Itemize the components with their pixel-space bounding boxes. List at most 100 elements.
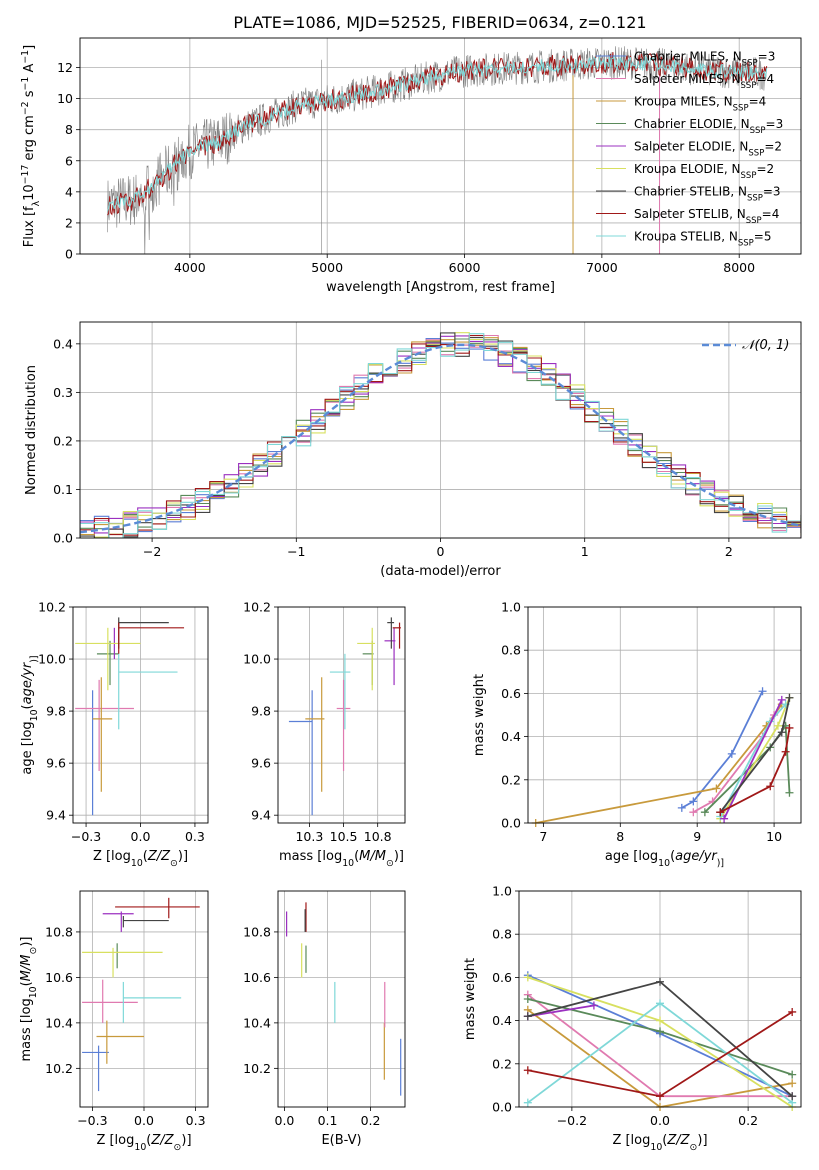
tick-label-x: 5000 [311,260,343,275]
tick-label-y: 0 [65,247,73,262]
x-axis-label-part: wavelength [Angstrom, rest frame] [326,280,555,295]
weight-marker [523,1012,532,1021]
tick-label-y: 9.8 [46,704,66,719]
tick-label-y: 2 [65,215,73,230]
legend-label: Chabrier ELODIE, NSSP=3 [634,117,783,136]
legend-label: Kroupa STELIB, NSSP=5 [634,230,772,249]
legend-name: Kroupa STELIB, N [634,230,738,244]
y-axis-label: age [log10(age/yr)] [20,655,40,774]
tick-label-x: −0.3 [77,1113,107,1128]
weight-series [723,699,783,820]
x-axis-label-part: ⊙ [174,1142,182,1153]
x-axis-label-part: M/M [359,849,386,864]
x-axis-label-part: Z/Z [150,1133,174,1148]
x-axis-label-part: ( [662,1133,667,1148]
legend-n: =2 [764,140,782,154]
x-axis-label-part: 10 [342,858,354,869]
legend-label: Salpeter ELODIE, NSSP=2 [634,140,782,159]
tick-label-y: 10.2 [38,600,66,615]
tick-label-y: 10.2 [243,600,271,615]
x-axis-label: age [log10(age/yr)] [605,849,724,869]
panel-weight-vs-Z: −0.2 0.0 0.2 0.0 0.2 0.4 0.6 0.8 1.0 Z [log10(Z/Z… [463,884,802,1153]
legend-label: 𝒩(0, 1) [742,338,789,353]
legend-sub: SSP [741,171,757,181]
x-axis-label-part: Z/Z [666,1133,690,1148]
y-axis-label-part: ( [19,981,34,986]
tick-label-y: 0.8 [492,927,512,942]
weight-marker [773,721,782,730]
model-spectrum [107,54,768,212]
legend-label: Salpeter MILES, NSSP=4 [634,72,774,91]
tick-label-y: 10.2 [45,1061,73,1076]
weight-series [535,703,783,823]
legend-sub: SSP [746,216,762,226]
tick-label-y: 10 [57,91,73,106]
tick-label-y: 9.4 [46,808,66,823]
tick-label-x: −0.2 [557,1113,587,1128]
tick-label-y: 0.4 [53,336,73,351]
weight-marker [766,782,775,791]
y-axis-label-part: 10 [22,184,37,201]
tick-label-x: 0.2 [361,1113,381,1128]
legend-name: Salpeter MILES, N [634,72,741,86]
legend-n: =4 [749,95,767,109]
tick-label-y: 0.4 [501,729,521,744]
weight-marker [656,977,664,986]
tick-label-x: −0.3 [71,829,101,844]
x-axis-label-part: ( [143,849,148,864]
axes-frame [79,890,209,1108]
weight-marker [689,797,698,806]
tick-label-x: 0.2 [738,1113,758,1128]
x-axis-label-part: ⊙ [690,1142,698,1153]
x-axis-label-part: ( [670,849,675,864]
y-axis-label-part: M/M [19,955,34,982]
x-axis-label-part: )] [697,1133,707,1148]
legend-name: Kroupa MILES, N [634,95,733,109]
tick-label-y: 0.3 [53,385,73,400]
x-axis-label-part: age/yr [675,849,718,864]
tick-label-y: 10.8 [243,924,271,939]
weight-marker [788,1070,797,1079]
tick-label-x: 7000 [586,260,618,275]
x-axis-label-part: )] [717,858,724,869]
legend-n: =2 [756,162,774,176]
legend-name: Kroupa ELODIE, N [634,162,741,176]
x-axis-label-part: )] [181,1133,191,1148]
weight-marker [758,687,767,696]
y-axis-label-part: 10 [28,986,39,998]
legend-n: =3 [763,185,781,199]
weight-marker [523,1066,532,1075]
x-axis-label: Z [log10(Z/Z⊙)] [93,849,188,869]
tick-label-x: 1 [581,544,589,559]
legend-n: =4 [762,207,780,221]
weight-marker [700,808,709,817]
legend-label: Chabrier STELIB, NSSP=3 [634,185,781,204]
axes-frame [72,606,209,824]
tick-label-x: 0.3 [186,1113,206,1128]
y-axis-label-part: −1 [20,77,31,91]
tick-label-x: 0.3 [185,829,205,844]
tick-label-y: 0.6 [492,970,512,985]
weight-marker [788,1079,797,1088]
y-axis-label-part: age/yr [20,661,35,704]
normal-curve [80,343,801,534]
y-axis-label-part: mass weight [463,958,478,1040]
y-axis-label-part: −2 [20,101,31,115]
tick-label-x: 0 [437,544,445,559]
x-axis-label-part: Z/Z [147,849,171,864]
weight-marker [656,1016,664,1025]
tick-label-x: 8 [616,829,624,844]
weight-marker [589,1001,598,1010]
y-axis-label: Flux [fλ10−17 erg cm−2 s−1 A−1] [20,45,42,247]
legend-sub: SSP [747,194,763,204]
tick-label-x: 0.0 [650,1113,670,1128]
weight-series [527,1004,595,1018]
legend-n: =4 [756,72,774,86]
x-axis-label-part: ( [354,849,359,864]
tick-label-y: 9.6 [251,756,271,771]
legend-label: Chabrier MILES, NSSP=3 [634,50,775,69]
weight-marker [781,747,790,756]
x-axis-label-part: )] [394,849,404,864]
